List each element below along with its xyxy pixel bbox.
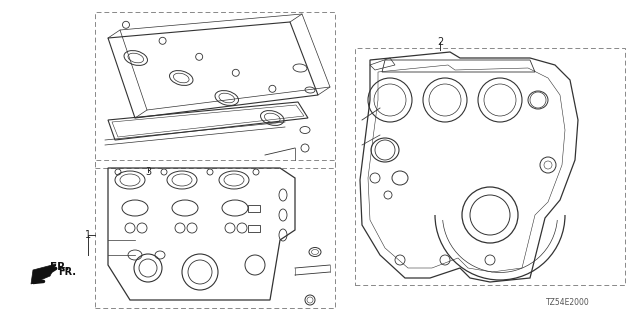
Text: FR.: FR.: [58, 267, 76, 277]
Text: 1: 1: [85, 230, 91, 240]
Bar: [95, 160, 335, 308]
Bar: [355, 48, 625, 285]
Bar: [248, 225, 260, 232]
Polygon shape: [31, 264, 56, 284]
Text: 2: 2: [437, 37, 443, 47]
Text: FR.: FR.: [50, 262, 69, 272]
Bar: [95, 12, 335, 168]
Text: TZ54E2000: TZ54E2000: [547, 298, 590, 307]
Bar: [248, 205, 260, 212]
Text: 3: 3: [145, 167, 151, 177]
